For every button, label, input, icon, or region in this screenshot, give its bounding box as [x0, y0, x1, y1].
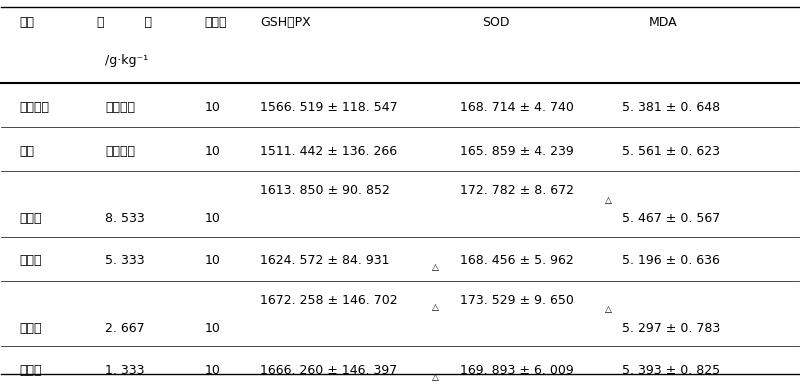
Text: 10: 10	[205, 212, 221, 225]
Text: 165. 859 ± 4. 239: 165. 859 ± 4. 239	[460, 145, 574, 158]
Text: /g·kg⁻¹: /g·kg⁻¹	[105, 54, 148, 67]
Text: 1. 333: 1. 333	[105, 364, 145, 377]
Text: 2. 667: 2. 667	[105, 321, 145, 334]
Text: 169. 893 ± 6. 009: 169. 893 ± 6. 009	[460, 364, 574, 377]
Text: 组别: 组别	[19, 16, 34, 29]
Text: 大剂量: 大剂量	[19, 254, 42, 267]
Text: 1672. 258 ± 146. 702: 1672. 258 ± 146. 702	[261, 294, 398, 307]
Text: 168. 714 ± 4. 740: 168. 714 ± 4. 740	[460, 101, 574, 114]
Text: 1613. 850 ± 90. 852: 1613. 850 ± 90. 852	[261, 184, 390, 197]
Text: 5. 561 ± 0. 623: 5. 561 ± 0. 623	[622, 145, 720, 158]
Text: 5. 381 ± 0. 648: 5. 381 ± 0. 648	[622, 101, 720, 114]
Text: 剂          量: 剂 量	[98, 16, 153, 29]
Text: 10: 10	[205, 364, 221, 377]
Text: 1624. 572 ± 84. 931: 1624. 572 ± 84. 931	[261, 254, 390, 267]
Text: △: △	[605, 305, 612, 314]
Text: MDA: MDA	[649, 16, 678, 29]
Text: 模型: 模型	[19, 145, 34, 158]
Text: 5. 467 ± 0. 567: 5. 467 ± 0. 567	[622, 212, 720, 225]
Text: 等量常水: 等量常水	[105, 101, 135, 114]
Text: 173. 529 ± 9. 650: 173. 529 ± 9. 650	[460, 294, 574, 307]
Text: △: △	[432, 303, 438, 312]
Text: SOD: SOD	[482, 16, 510, 29]
Text: 10: 10	[205, 145, 221, 158]
Text: 1511. 442 ± 136. 266: 1511. 442 ± 136. 266	[261, 145, 398, 158]
Text: 172. 782 ± 8. 672: 172. 782 ± 8. 672	[460, 184, 574, 197]
Text: △: △	[432, 373, 438, 382]
Text: 5. 393 ± 0. 825: 5. 393 ± 0. 825	[622, 364, 720, 377]
Text: 5. 196 ± 0. 636: 5. 196 ± 0. 636	[622, 254, 719, 267]
Text: 动物数: 动物数	[205, 16, 227, 29]
Text: 10: 10	[205, 321, 221, 334]
Text: 168. 456 ± 5. 962: 168. 456 ± 5. 962	[460, 254, 574, 267]
Text: 5. 333: 5. 333	[105, 254, 145, 267]
Text: △: △	[432, 263, 438, 272]
Text: △: △	[605, 196, 612, 205]
Text: 正常对照: 正常对照	[19, 101, 49, 114]
Text: 等量常水: 等量常水	[105, 145, 135, 158]
Text: 坤宝丸: 坤宝丸	[19, 212, 42, 225]
Text: 1666. 260 ± 146. 397: 1666. 260 ± 146. 397	[261, 364, 398, 377]
Text: 10: 10	[205, 254, 221, 267]
Text: 小剂量: 小剂量	[19, 364, 42, 377]
Text: 10: 10	[205, 101, 221, 114]
Text: 中剂量: 中剂量	[19, 321, 42, 334]
Text: 8. 533: 8. 533	[105, 212, 145, 225]
Text: 1566. 519 ± 118. 547: 1566. 519 ± 118. 547	[261, 101, 398, 114]
Text: 5. 297 ± 0. 783: 5. 297 ± 0. 783	[622, 321, 720, 334]
Text: GSH－PX: GSH－PX	[261, 16, 311, 29]
